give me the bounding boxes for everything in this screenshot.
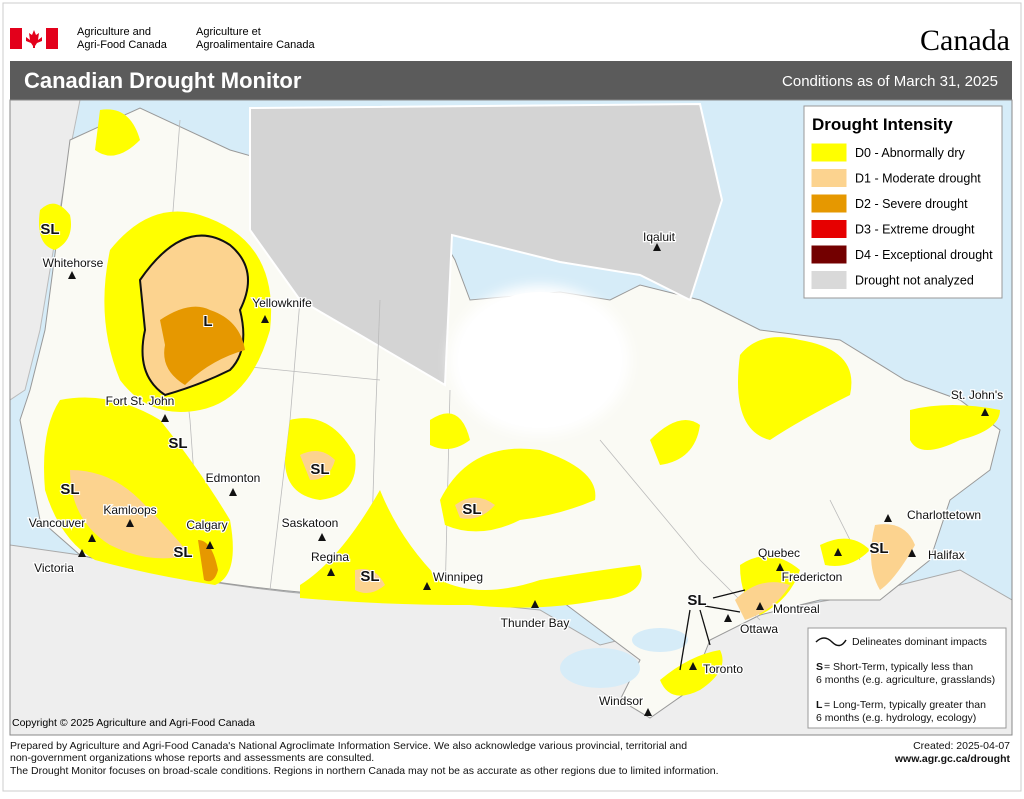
conditions-date: Conditions as of March 31, 2025 [782,73,998,90]
copyright: Copyright © 2025 Agriculture and Agri-Fo… [12,717,255,729]
city-label: Windsor [599,694,643,708]
legend-swatch [810,270,848,290]
flag [10,28,58,49]
city-marker [161,414,169,422]
city-marker [834,548,842,556]
impact-label: SL [60,481,79,498]
city-marker [88,534,96,542]
legend-label: Drought not analyzed [855,274,974,288]
city-label: Ottawa [740,622,778,636]
city-label: Fort St. John [106,394,175,408]
city-marker [884,514,892,522]
agency-fr: Agriculture et [196,26,261,38]
legend-label: D2 - Severe drought [855,197,968,211]
impact-label: SL [869,540,888,557]
city-marker [776,563,784,571]
impact-label: SL [687,592,706,609]
impact-label: SL [173,544,192,561]
agency-en: Agri-Food Canada [77,39,168,51]
city-label: Edmonton [206,471,261,485]
city-marker [261,315,269,323]
city-marker [756,602,764,610]
impact-lines [679,589,746,671]
city-marker [908,549,916,557]
city-marker [327,568,335,576]
drought-areas [39,109,1000,696]
agency-fr: Agroalimentaire Canada [196,39,316,51]
city-label: Thunder Bay [501,616,570,630]
title: Canadian Drought Monitor [24,68,302,93]
city-marker [644,708,652,716]
city-label: Calgary [186,518,227,532]
city-label: Winnipeg [433,570,483,584]
city-label: Vancouver [29,516,85,530]
title-bar [10,61,1012,100]
impact-label: L [203,313,212,330]
city-label: Victoria [34,561,74,575]
city-label: Quebec [758,546,800,560]
impacts-text: 6 months (e.g. hydrology, ecology) [816,712,976,724]
url: www.agr.gc.ca/drought [894,753,1011,765]
city-marker [68,271,76,279]
city-marker [318,533,326,541]
legend-swatch [810,168,848,188]
city-marker [724,614,732,622]
wordmark: Canada [920,24,1010,57]
impacts-delineates: Delineates dominant impacts [852,636,987,648]
footer-line: non-government organizations whose repor… [10,752,374,764]
legend-label: D3 - Extreme drought [855,223,975,237]
impact-label: SL [360,568,379,585]
impacts-key: L [816,699,823,711]
city-label: Iqaluit [643,230,676,244]
city-label: Whitehorse [43,256,104,270]
city-label: Charlottetown [907,508,981,522]
map-border [9,99,1013,736]
footer-line: Prepared by Agriculture and Agri-Food Ca… [10,740,687,752]
city-label: Yellowknife [252,296,312,310]
legend-label: D4 - Exceptional drought [855,248,993,262]
impact-label: SL [168,435,187,452]
city-label: Kamloops [103,503,156,517]
legend-title: Drought Intensity [812,115,953,134]
impacts-line-symbol [815,637,847,647]
city-marker [653,243,661,251]
city-label: St. John's [951,388,1003,402]
city-label: Montreal [773,602,820,616]
city-marker [78,549,86,557]
impacts-text: = Long-Term, typically greater than [824,699,986,711]
legend-swatch [810,219,848,239]
impact-label: SL [40,221,59,238]
city-label: Toronto [703,662,743,676]
impact-label: SL [462,501,481,518]
legend-label: D1 - Moderate drought [855,172,981,186]
city-marker [981,408,989,416]
impacts-text: = Short-Term, typically less than [824,661,973,673]
impacts-text: 6 months (e.g. agriculture, grasslands) [816,674,995,686]
city-marker [229,488,237,496]
impact-label: SL [310,461,329,478]
city-label: Halifax [928,548,965,562]
created-date: Created: 2025-04-07 [913,740,1010,752]
city-marker [689,662,697,670]
city-marker [126,519,134,527]
city-label: Fredericton [782,570,843,584]
legend-swatch [810,244,848,265]
legend-swatch [810,193,848,214]
footer-line: The Drought Monitor focuses on broad-sca… [10,765,719,777]
city-label: Regina [311,550,349,564]
city-marker [206,541,214,549]
legend-label: D0 - Abnormally dry [855,146,966,160]
impacts-key: S [816,661,823,673]
legend-swatch [810,142,848,163]
city-label: Saskatoon [282,516,339,530]
agency-en: Agriculture and [77,26,151,38]
city-marker [423,582,431,590]
city-marker [531,600,539,608]
